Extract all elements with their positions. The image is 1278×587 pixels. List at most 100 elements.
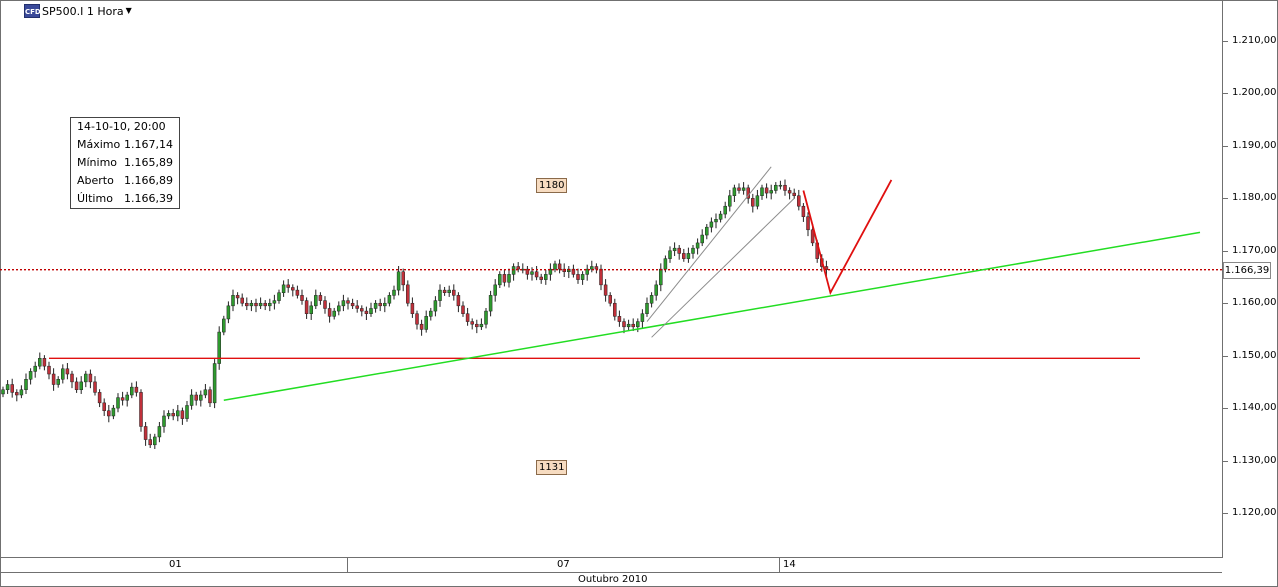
candle-body [686,253,691,259]
y-tick-label: 1.200,00 [1232,87,1277,99]
candle-body [461,305,465,314]
candle-body [718,213,723,220]
candle [42,355,47,371]
vertical-scrollbar[interactable] [1267,0,1276,557]
candle-body [245,302,249,307]
chevron-down-icon[interactable]: ▼ [125,6,132,15]
candle [56,376,60,388]
candle-body [387,295,392,304]
candle-body [778,184,783,187]
candle [272,294,277,310]
candle [649,292,654,308]
candle-body [636,321,640,328]
date-tick-label: 01 [169,559,182,570]
candle [268,298,272,312]
candle [166,410,171,420]
candle [677,245,681,260]
candle-body [120,397,125,401]
candle-body [488,295,493,312]
candle [318,292,323,305]
y-tick-label: 1.140,00 [1232,402,1277,414]
candle [452,284,456,301]
candle-body [792,192,796,196]
candle [355,300,359,313]
candle [323,296,327,314]
candle [645,297,649,317]
candle-body [401,271,405,286]
candle [383,297,387,313]
resistance-level-tag: 1180 [536,178,568,193]
candle-body [599,268,603,286]
candle-body [530,271,534,275]
candle [369,302,373,317]
candle-body [15,392,19,396]
candle-body [38,358,42,367]
candle [47,361,51,380]
candle-body [695,242,700,249]
drawing-layer [0,166,1222,401]
candle-body [447,289,451,293]
y-tick-label: 1.160,00 [1232,297,1277,309]
candle-body [360,308,364,312]
candle-body [93,381,97,393]
candle-body [378,302,382,307]
candle [337,301,341,316]
info-label: Mínimo [77,156,118,169]
candle-body [585,268,589,275]
candle [488,290,493,317]
candle-body [502,274,507,283]
candle-body [751,198,755,207]
candle-body [272,300,277,304]
candle-body [176,410,180,417]
uptrend-line [223,231,1201,401]
candle [107,404,111,423]
candle-body [217,331,221,364]
candle [806,212,810,237]
candle [194,391,198,406]
candle [433,296,438,317]
month-bar: Outubro 2010 [0,572,1222,586]
candle-body [194,394,198,401]
candle-body [42,358,47,367]
candle [88,369,93,389]
candle [760,184,764,200]
candle [603,279,608,302]
candle-body [774,184,778,191]
candle [631,318,635,332]
candle-body [157,426,162,438]
y-tick-label: 1.180,00 [1232,192,1277,204]
candle [203,383,208,399]
candle-body [33,365,37,372]
candle-body [433,300,438,312]
candle-body [166,413,171,417]
candle [162,410,166,433]
candle [686,247,691,263]
symbol-title[interactable]: SP500.I 1 Hora [42,4,124,18]
candle-body [672,247,677,252]
candle-body [406,284,410,304]
candle [401,268,405,292]
candle [70,370,74,389]
candle [470,318,474,330]
candle [10,378,14,398]
symbol-header[interactable]: CFD SP500.I 1 Hora ▼ [24,3,132,19]
date-separator [779,558,780,572]
candle-body [373,302,378,309]
candle [240,293,244,307]
plot-area[interactable] [0,0,1223,558]
candle-body [327,308,332,317]
candle [364,306,369,321]
last-price-tag: 1.166,39 [1223,262,1271,279]
candle [626,319,631,330]
candle [406,280,410,307]
y-tick-label: 1.210,00 [1232,35,1277,46]
candle [180,407,185,425]
candle-body [10,384,14,393]
candle-body [318,295,323,301]
candle [705,224,709,240]
candle [764,183,769,199]
candle-body [383,302,387,307]
candle [38,352,42,370]
candle-body [281,284,286,293]
